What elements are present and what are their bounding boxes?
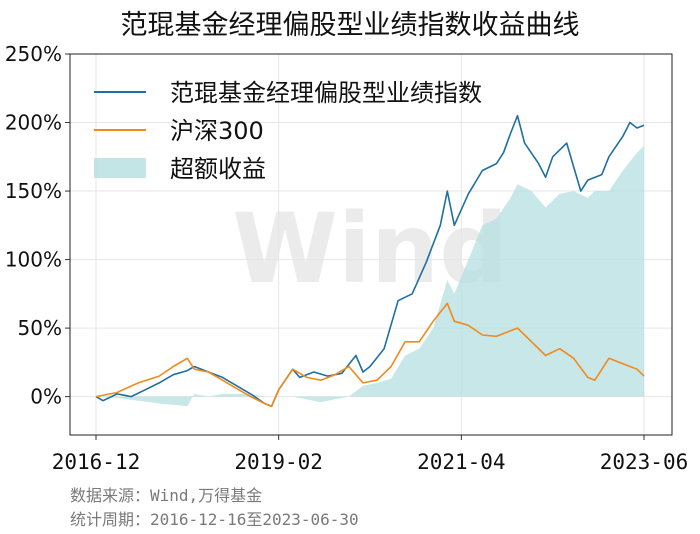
area-excess-return bbox=[96, 145, 644, 407]
series-line-csi300 bbox=[95, 302, 645, 407]
y-tick-label: 250% bbox=[5, 42, 62, 66]
period-note: 统计周期：2016-12-16至2023-06-30 bbox=[70, 510, 359, 529]
plot-frame bbox=[69, 53, 673, 436]
y-tick-label: 150% bbox=[5, 179, 62, 203]
x-tick-label: 2023-06 bbox=[600, 450, 689, 474]
chart-title: 范琨基金经理偏股型业绩指数收益曲线 bbox=[121, 10, 580, 41]
x-tick-label: 2019-02 bbox=[234, 450, 323, 474]
x-tick-label: 2021-04 bbox=[417, 450, 506, 474]
legend-excess-return-swatch bbox=[94, 158, 146, 178]
y-tick-label: 0% bbox=[30, 385, 62, 409]
y-tick-label: 50% bbox=[18, 316, 62, 340]
y-tick-label: 200% bbox=[5, 111, 62, 135]
legend-csi300-label: 沪深300 bbox=[170, 117, 264, 145]
legend-manager-index-label: 范琨基金经理偏股型业绩指数 bbox=[170, 79, 482, 107]
legend-excess-return-label: 超额收益 bbox=[170, 155, 266, 183]
series-line-manager-index bbox=[95, 114, 645, 407]
y-tick-label: 100% bbox=[5, 248, 62, 272]
source-note: 数据来源：Wind,万得基金 bbox=[70, 486, 263, 505]
x-tick-label: 2016-12 bbox=[52, 450, 141, 474]
